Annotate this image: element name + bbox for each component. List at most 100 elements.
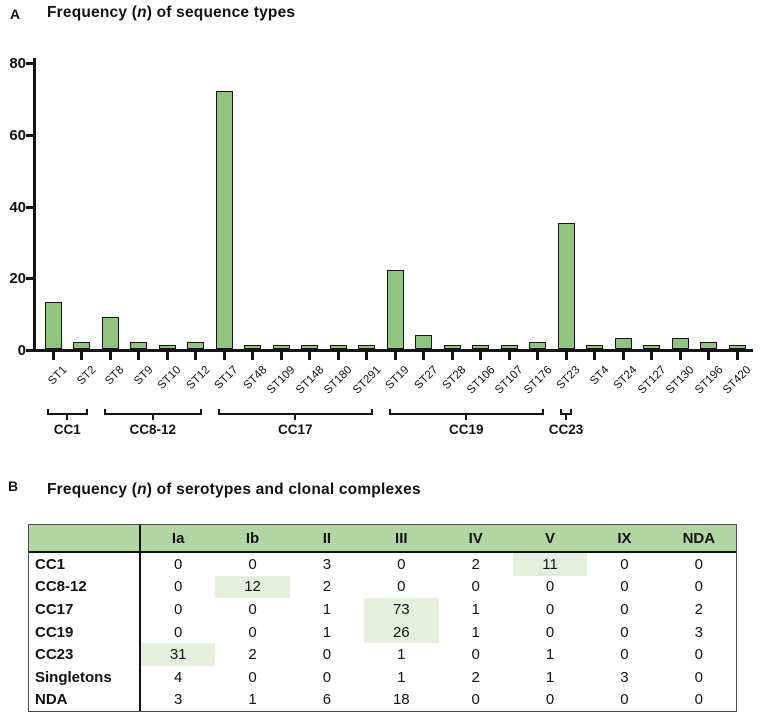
- column-header-IX: IX: [617, 529, 632, 547]
- bar-ST2: [73, 342, 90, 349]
- y-tick-label-60: 60: [9, 126, 26, 144]
- cell-Singletons-NDA: 0: [694, 668, 703, 686]
- bar-ST130: [671, 338, 689, 349]
- column-header-IV: IV: [468, 529, 483, 547]
- row-label-CC1: CC1: [29, 553, 141, 576]
- table-row-CC17: CC17 0 0 1 73 1 0 0 2: [29, 598, 736, 621]
- cell-CC8-12-Ia: 0: [174, 578, 183, 596]
- table-row-CC19: CC19 0 0 1 26 1 0 0 3: [29, 620, 736, 644]
- x-tick-ST8: [108, 351, 112, 360]
- bracket-CC8-12: [104, 409, 202, 415]
- cell-CC17-Ia: 0: [174, 600, 183, 618]
- panel-b-label: B: [8, 478, 19, 494]
- cell-CC1-III: 0: [397, 555, 406, 573]
- bar-ST23: [557, 223, 575, 349]
- bracket-nub-CC23: [565, 415, 567, 420]
- bracket-nub-CC1: [66, 415, 69, 420]
- panel-b-title-italic-n: n: [137, 481, 147, 498]
- bracket-CC17: [218, 409, 373, 415]
- x-tick-ST23: [564, 351, 568, 360]
- column-header-NDA: NDA: [682, 529, 716, 547]
- table-row-CC8-12: CC8-12 0 12 2 0 0 0 0 0: [29, 575, 736, 599]
- cell-Singletons-IV: 2: [471, 668, 480, 686]
- sequence-type-bar-chart: 0 20 40 60 80 ST1 ST2 ST8 ST9 ST10 ST12 ST17 ST48 ST…: [9, 56, 753, 437]
- column-header-II: II: [322, 529, 332, 547]
- x-tick-ST180: [336, 351, 340, 360]
- row-label-NDA: NDA: [29, 688, 141, 712]
- x-tick-ST27: [422, 351, 425, 360]
- x-tick-ST28: [450, 351, 454, 360]
- bar-ST10: [158, 345, 176, 349]
- cell-NDA-IV: 0: [471, 691, 480, 709]
- group-label-CC23: CC23: [548, 422, 584, 437]
- bar-ST4: [586, 345, 603, 349]
- cell-CC8-12-Ib: 12: [215, 575, 290, 599]
- cell-CC1-II: 3: [322, 555, 332, 573]
- cell-CC1-IV: 2: [471, 555, 480, 573]
- x-tick-ST2: [80, 351, 83, 360]
- cell-NDA-II: 6: [322, 691, 332, 709]
- cell-NDA-V: 0: [545, 691, 555, 709]
- panel-a-title-prefix: Frequency (: [47, 4, 138, 21]
- serotype-table: Ia Ib II III IV V IX NDA CC1 0 0 3 0 2 11 0 0 CC8-12 0 12 2 0…: [28, 524, 737, 713]
- column-header-Ib: Ib: [245, 529, 260, 547]
- bracket-CC23: [560, 409, 572, 415]
- cell-CC19-Ia: 0: [174, 623, 183, 641]
- bar-ST1: [44, 302, 62, 349]
- cell-CC23-V: 1: [545, 646, 555, 664]
- y-tick-label-20: 20: [9, 270, 26, 288]
- cell-CC23-II: 0: [322, 646, 332, 664]
- bar-ST106: [472, 345, 489, 349]
- bracket-CC1: [47, 409, 88, 415]
- row-label-Singletons: Singletons: [29, 665, 141, 689]
- row-label-CC17: CC17: [29, 598, 141, 621]
- bar-ST9: [130, 342, 147, 349]
- x-tick-ST176: [536, 351, 539, 360]
- bar-ST420: [728, 345, 746, 349]
- bar-ST8: [101, 317, 119, 349]
- group-label-CC17: CC17: [277, 422, 313, 437]
- bar-ST24: [614, 338, 632, 349]
- panel-b-title-prefix: Frequency (: [47, 481, 138, 498]
- x-tick-ST107: [507, 351, 511, 360]
- cell-Singletons-II: 0: [322, 668, 332, 686]
- cell-CC8-12-V: 0: [545, 578, 555, 596]
- group-label-CC19: CC19: [448, 422, 484, 437]
- cell-CC19-NDA: 3: [694, 623, 703, 641]
- cell-CC8-12-IV: 0: [471, 578, 480, 596]
- cell-NDA-Ib: 1: [248, 691, 257, 709]
- cell-CC1-Ia: 0: [174, 555, 183, 573]
- cell-CC23-IV: 0: [471, 646, 480, 664]
- cell-CC1-V: 11: [512, 553, 588, 576]
- cell-CC23-IX: 0: [620, 646, 629, 664]
- cell-CC23-III: 1: [397, 646, 406, 664]
- panel-a-title: Frequency (n) of sequence types: [47, 4, 295, 22]
- table-header-row: Ia Ib II III IV V IX NDA: [29, 525, 736, 553]
- bar-ST19: [386, 270, 404, 349]
- x-tick-ST9: [137, 351, 140, 360]
- panel-a-title-italic-n: n: [137, 4, 147, 21]
- bracket-nub-CC17: [294, 415, 297, 420]
- bar-ST17: [215, 91, 233, 349]
- cell-NDA-NDA: 0: [694, 691, 703, 709]
- x-tick-ST4: [593, 351, 596, 360]
- cell-CC19-III: 26: [364, 620, 439, 644]
- bar-ST127: [643, 345, 660, 349]
- cell-CC8-12-II: 2: [322, 578, 332, 596]
- cell-CC19-II: 1: [322, 623, 332, 641]
- x-tick-ST420: [735, 351, 739, 360]
- x-tick-ST10: [165, 351, 169, 360]
- x-tick-ST24: [621, 351, 625, 360]
- cell-CC1-NDA: 0: [694, 555, 703, 573]
- column-header-V: V: [545, 529, 556, 547]
- cell-CC1-Ib: 0: [248, 555, 257, 573]
- cell-NDA-IX: 0: [620, 691, 629, 709]
- bar-ST107: [500, 345, 518, 349]
- bar-ST27: [415, 335, 432, 349]
- cell-CC23-NDA: 0: [694, 646, 703, 664]
- y-tick-0: [26, 349, 34, 352]
- cell-CC17-V: 0: [545, 600, 555, 618]
- cell-CC19-V: 0: [545, 623, 555, 641]
- bar-ST109: [272, 345, 290, 349]
